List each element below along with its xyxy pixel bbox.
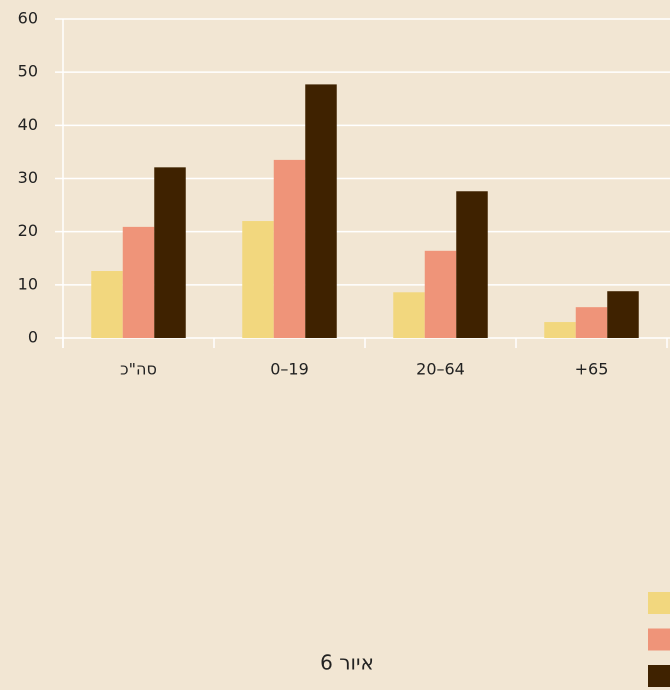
x-tick-label: 20–64 [416, 360, 465, 379]
bar [154, 167, 186, 338]
y-tick-label: 60 [18, 9, 38, 28]
y-tick-label: 40 [18, 115, 38, 134]
chart-title: איור 6 [320, 651, 374, 675]
bar [273, 159, 306, 338]
bar [242, 221, 274, 338]
y-tick-label: 30 [18, 168, 38, 187]
bar [305, 84, 337, 339]
bar [544, 322, 576, 338]
bar [607, 291, 639, 338]
legend-swatch [648, 628, 670, 651]
legend-swatch [648, 592, 670, 614]
x-tick-label: סה"כ [120, 360, 157, 379]
bar [393, 292, 425, 338]
x-tick-label: 0–19 [270, 360, 309, 379]
bar [91, 271, 123, 338]
y-tick-label: 20 [18, 221, 38, 240]
legend-swatch [648, 665, 670, 687]
bar [122, 226, 155, 338]
y-tick-label: 50 [18, 62, 38, 81]
y-tick-label: 10 [18, 274, 38, 293]
y-tick-label: 0 [28, 328, 38, 347]
bar [424, 250, 457, 338]
bar [456, 191, 488, 338]
x-tick-label: +65 [575, 360, 609, 379]
bar [575, 307, 608, 338]
